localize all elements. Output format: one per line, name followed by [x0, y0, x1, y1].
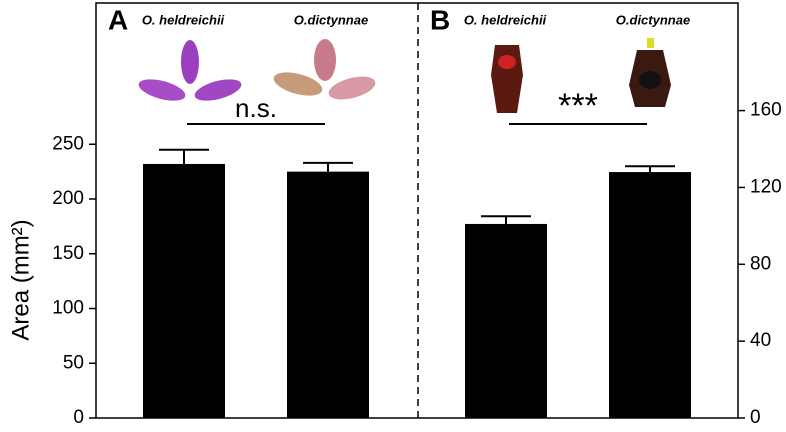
petal-images-a [138, 39, 376, 101]
bar [609, 172, 691, 418]
bar [143, 163, 225, 418]
y-tick-label: 120 [750, 176, 782, 197]
bar [465, 223, 547, 418]
bar [287, 171, 369, 418]
y-tick-label: 0 [750, 407, 761, 428]
error-bar [481, 215, 531, 224]
panel-label: B [430, 4, 450, 35]
y-tick-label: 50 [63, 352, 84, 373]
category-label: O.dictynnae [294, 12, 368, 27]
y-tick-label: 80 [750, 253, 771, 274]
y-tick-label: 150 [52, 243, 84, 264]
y-tick-label: 160 [750, 100, 782, 121]
error-bar [625, 165, 675, 173]
y-tick-label: 0 [73, 407, 84, 428]
panel-label: A [108, 4, 128, 35]
y-tick-label: 250 [52, 133, 84, 154]
error-bar [303, 161, 353, 172]
y-tick-label: 40 [750, 330, 771, 351]
category-label: O.dictynnae [616, 12, 690, 27]
significance-label: *** [558, 87, 598, 125]
plot-frame [95, 2, 739, 419]
flower-images-b [491, 38, 671, 113]
error-bar [159, 148, 209, 164]
category-label: O. heldreichii [464, 12, 547, 27]
significance-label: n.s. [235, 93, 277, 123]
category-label: O. heldreichii [142, 12, 225, 27]
y-axis-label: Area (mm²) [7, 219, 34, 340]
y-tick-label: 200 [52, 188, 84, 209]
y-tick-label: 100 [52, 298, 84, 319]
